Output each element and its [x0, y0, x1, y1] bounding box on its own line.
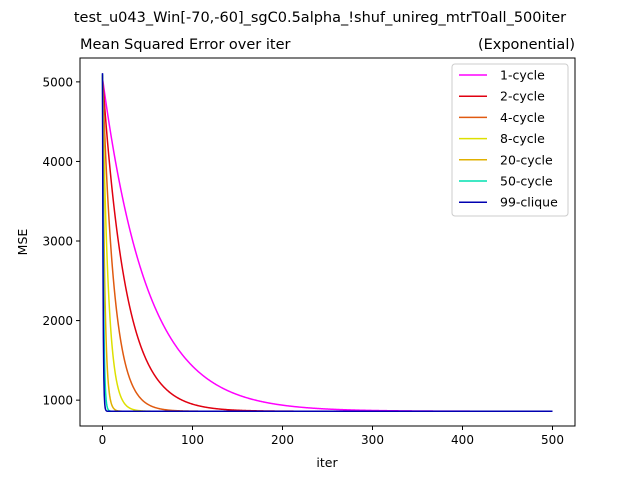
legend: 1-cycle 2-cycle 4-cycle 8-cycle 20-cycle 50-c…: [451, 63, 569, 217]
legend-label-50-cycle: 50-cycle: [500, 174, 553, 189]
legend-label-4-cycle: 4-cycle: [500, 110, 545, 125]
axes-title-right: (Exponential): [478, 37, 575, 53]
x-tick-label: 500: [541, 433, 564, 447]
y-tick-label: 5000: [42, 75, 73, 89]
x-tick-label: 400: [451, 433, 474, 447]
figure-suptitle: test_u043_Win[-70,-60]_sgC0.5alpha_!shuf…: [74, 10, 566, 26]
legend-label-8-cycle: 8-cycle: [500, 131, 545, 146]
series-line-99-clique: [101, 73, 553, 413]
legend-label-1-cycle: 1-cycle: [500, 68, 545, 83]
y-tick-label: 2000: [42, 314, 73, 328]
y-axis-label: MSE: [15, 229, 30, 256]
legend-label-99-clique: 99-clique: [500, 195, 558, 210]
x-tick-label: 300: [361, 433, 384, 447]
x-axis-label: iter: [316, 455, 338, 470]
legend-label-20-cycle: 20-cycle: [500, 152, 553, 167]
legend-box: [451, 63, 569, 217]
axes-title-left: Mean Squared Error over iter: [80, 37, 291, 53]
x-tick-label: 100: [181, 433, 204, 447]
y-axis: 1000 2000 3000 4000 5000: [42, 75, 80, 408]
x-axis: 0 100 200 300 400 500: [99, 426, 564, 447]
plot-frame: [79, 57, 576, 427]
legend-label-2-cycle: 2-cycle: [500, 89, 545, 104]
x-tick-label: 0: [99, 433, 107, 447]
plot-lines: [101, 73, 553, 413]
x-tick-label: 200: [271, 433, 294, 447]
y-tick-label: 3000: [42, 235, 73, 249]
y-tick-label: 1000: [42, 394, 73, 408]
y-tick-label: 4000: [42, 155, 73, 169]
